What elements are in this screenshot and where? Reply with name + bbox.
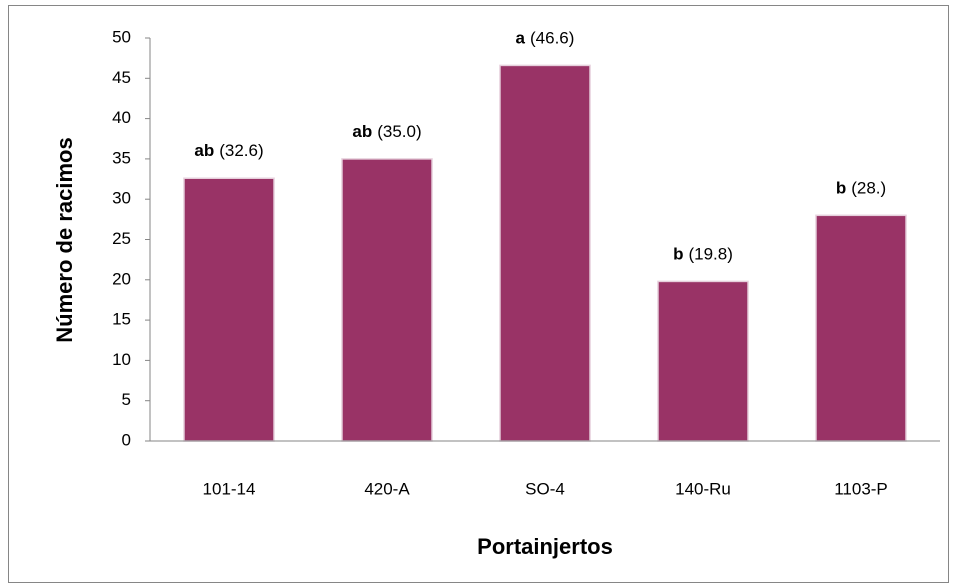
bar <box>499 64 591 442</box>
data-label-value: (32.6) <box>219 142 263 161</box>
y-tick-label: 20 <box>112 269 131 288</box>
y-tick-label: 5 <box>122 390 131 409</box>
data-label-value: (35.0) <box>377 122 421 141</box>
bar <box>815 214 907 442</box>
data-label-group: b <box>836 179 846 198</box>
y-tick-label: 10 <box>112 350 131 369</box>
y-tick-label: 40 <box>112 108 131 127</box>
y-tick-label: 50 <box>112 27 131 46</box>
bar <box>657 280 749 442</box>
x-tick-label: SO-4 <box>525 479 565 498</box>
x-tick-label: 1103-P <box>834 479 888 498</box>
data-label: a (46.6) <box>516 29 575 48</box>
data-label: ab (32.6) <box>194 142 263 161</box>
x-tick-label: 101-14 <box>203 479 256 498</box>
y-tick-label: 35 <box>112 148 131 167</box>
y-tick-label: 45 <box>112 68 131 87</box>
y-tick-label: 0 <box>122 430 131 449</box>
data-label-value: (19.8) <box>688 245 732 264</box>
bar <box>183 177 275 442</box>
data-label-value: (28.) <box>851 179 886 198</box>
x-tick-label: 420-A <box>364 479 410 498</box>
x-axis-title: Portainjertos <box>477 534 613 559</box>
y-tick-label: 30 <box>112 189 131 208</box>
bar <box>341 158 433 442</box>
data-label: b (19.8) <box>673 245 733 264</box>
data-label-value: (46.6) <box>530 29 574 48</box>
y-tick-label: 15 <box>112 310 131 329</box>
data-label-group: ab <box>194 142 214 161</box>
data-label: b (28.) <box>836 179 886 198</box>
data-label-group: b <box>673 245 683 264</box>
data-label-group: a <box>516 29 526 48</box>
x-tick-label: 140-Ru <box>675 479 731 498</box>
data-label: ab (35.0) <box>352 122 421 141</box>
y-axis-title: Número de racimos <box>52 137 77 342</box>
chart-border <box>8 5 949 583</box>
y-tick-label: 25 <box>112 229 131 248</box>
data-label-group: ab <box>352 122 372 141</box>
